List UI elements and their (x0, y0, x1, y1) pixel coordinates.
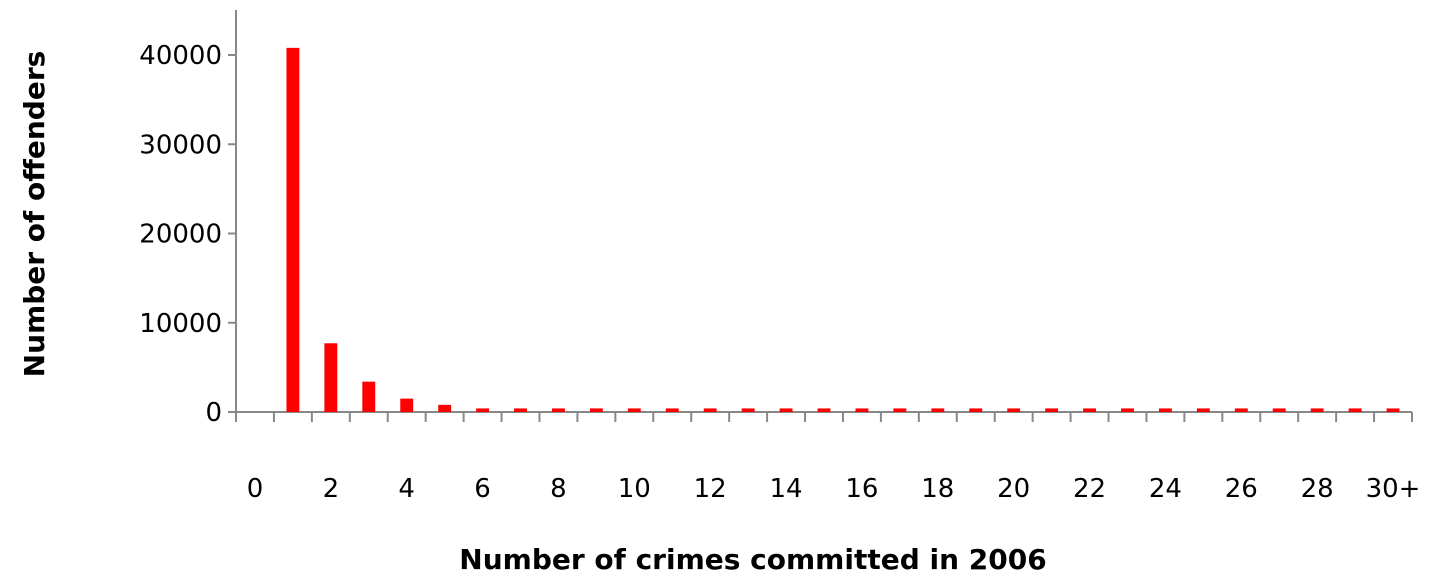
y-axis: 0 10000 20000 30000 40000 (139, 10, 237, 428)
y-axis-title: Number of offenders (18, 51, 51, 378)
bar (1348, 408, 1362, 412)
bar (665, 408, 679, 412)
x-axis: 0 2 4 6 8 10 12 14 16 18 20 22 24 26 28 30+ (235, 411, 1421, 504)
x-tick-label: 16 (845, 474, 878, 504)
bar (476, 408, 490, 412)
y-tick-label: 30000 (139, 130, 222, 160)
bar (362, 381, 376, 412)
bar (627, 408, 641, 412)
bar (931, 408, 945, 412)
x-tick-label: 30+ (1366, 474, 1421, 504)
bar (1158, 408, 1172, 412)
bar (438, 404, 452, 412)
bar (1121, 408, 1134, 412)
x-tick-label: 2 (323, 474, 340, 504)
bar (1386, 408, 1400, 412)
bar (817, 408, 831, 412)
bar (1196, 408, 1210, 412)
bar (1310, 408, 1324, 412)
bar (324, 343, 338, 412)
y-tick-label: 10000 (139, 309, 222, 339)
bar (286, 47, 300, 413)
x-tick-label: 10 (618, 474, 651, 504)
bar (514, 408, 527, 412)
x-tick-label: 18 (921, 474, 954, 504)
x-tick-label: 28 (1301, 474, 1334, 504)
y-tick-label: 0 (205, 398, 222, 428)
y-tick-label: 20000 (139, 220, 222, 250)
bar (1272, 408, 1286, 412)
x-tick-label: 14 (770, 474, 803, 504)
bar (589, 408, 603, 412)
bar (855, 408, 869, 412)
bar (893, 408, 907, 412)
bar (969, 408, 983, 412)
x-tick-label: 26 (1225, 474, 1258, 504)
x-tick-label: 0 (247, 474, 264, 504)
x-tick-label: 24 (1149, 474, 1182, 504)
y-tick-label: 40000 (139, 41, 222, 71)
x-tick-label: 8 (550, 474, 567, 504)
bar (1007, 408, 1021, 412)
bar (779, 408, 793, 412)
bar (400, 398, 414, 412)
bar (1045, 408, 1059, 412)
x-tick-label: 12 (694, 474, 727, 504)
x-tick-label: 22 (1073, 474, 1106, 504)
bar (552, 408, 565, 412)
x-tick-label: 6 (474, 474, 491, 504)
x-tick-label: 20 (997, 474, 1030, 504)
bars (286, 47, 1400, 413)
bar (1083, 408, 1096, 412)
bar (741, 408, 755, 412)
bar (703, 408, 717, 412)
x-axis-title: Number of crimes committed in 2006 (459, 543, 1046, 576)
bar (1234, 408, 1248, 412)
x-tick-label: 4 (398, 474, 415, 504)
